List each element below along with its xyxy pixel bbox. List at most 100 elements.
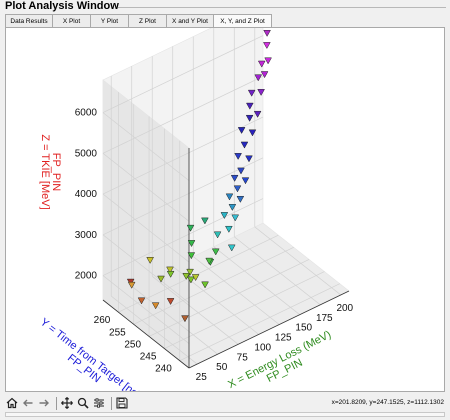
tab-data-results[interactable]: Data Results — [5, 14, 53, 27]
z-gridline — [102, 76, 264, 154]
y-gridline — [133, 246, 294, 325]
data-point — [127, 281, 136, 289]
data-point — [151, 302, 160, 310]
z-tick-label: 5000 — [75, 148, 98, 159]
data-point — [205, 257, 214, 265]
data-point — [263, 42, 271, 50]
x-tick-label: 50 — [216, 362, 228, 373]
tab-x-and-y-plot[interactable]: X and Y Plot — [166, 14, 214, 27]
y-gridline — [148, 259, 310, 337]
data-point — [264, 57, 272, 65]
data-point — [231, 214, 240, 222]
data-point — [225, 193, 234, 201]
x-tick-label: 175 — [316, 313, 333, 324]
data-point — [237, 127, 246, 135]
zoom-button[interactable] — [76, 396, 90, 411]
configure-icon — [94, 398, 104, 408]
z-gridline — [102, 234, 190, 304]
y-tick-label: 250 — [124, 339, 141, 350]
data-point — [191, 274, 200, 282]
data-point — [240, 141, 249, 149]
pan-button[interactable] — [60, 396, 74, 411]
toolbar-separator — [56, 396, 57, 410]
z-gridline — [102, 157, 264, 236]
window-title: Plot Analysis Window — [5, 0, 119, 12]
toolbar-separator — [111, 396, 112, 410]
x-gridline — [213, 246, 300, 315]
data-point — [187, 276, 195, 284]
save-icon — [116, 397, 128, 409]
forward-button[interactable] — [37, 396, 51, 411]
data-point — [137, 297, 146, 305]
data-point — [220, 212, 229, 220]
navigation-toolbar — [5, 394, 131, 412]
z-tick-label: 6000 — [75, 108, 98, 119]
data-point — [247, 89, 256, 97]
data-point — [166, 270, 175, 278]
data-point — [225, 225, 233, 233]
status-strip — [5, 412, 445, 417]
data-point — [241, 177, 250, 185]
data-point — [186, 224, 195, 232]
plot-panel: 25 50 75 100 125 150 175 200 240 245 250 255 260 2000… — [5, 27, 445, 392]
pan-icon — [61, 397, 73, 409]
tab-y-plot[interactable]: Y Plot — [90, 14, 129, 27]
scatter-3d-plot[interactable]: 2550751001251501752002402452502552602000… — [6, 28, 445, 392]
data-point — [186, 268, 194, 276]
data-point — [201, 217, 209, 225]
data-point — [253, 110, 262, 118]
x-gridline — [152, 276, 239, 345]
z-gridline — [102, 112, 190, 181]
data-point — [236, 195, 245, 203]
x-gridline — [131, 285, 218, 355]
tab-x-plot[interactable]: X Plot — [52, 14, 91, 27]
x-gridline — [254, 226, 342, 296]
data-point — [157, 275, 165, 283]
forward-arrow-icon — [39, 399, 49, 407]
data-point — [234, 153, 242, 160]
cursor-coordinates: x=201.8209, y=247.1525, z=1112.1302 — [331, 399, 444, 406]
x-tick-label: 150 — [295, 323, 312, 334]
data-point — [211, 248, 220, 256]
data-point — [254, 74, 263, 82]
z-tick-label: 2000 — [75, 271, 98, 282]
configure-button[interactable] — [92, 396, 106, 411]
data-point — [228, 204, 237, 211]
x-gridline — [110, 295, 198, 365]
y-tick-label: 240 — [155, 364, 172, 375]
data-point — [166, 266, 174, 274]
save-button[interactable] — [115, 396, 129, 411]
z-gridline — [102, 193, 190, 263]
z-gridline — [102, 153, 190, 222]
home-button[interactable] — [5, 396, 19, 411]
home-icon — [6, 397, 18, 409]
z-axis-title: Z = TKIE [MeV] — [39, 134, 51, 209]
z-tick-label: 3000 — [75, 230, 98, 241]
x-tick-label: 75 — [237, 352, 249, 363]
x-gridline — [234, 236, 321, 306]
data-point — [201, 281, 209, 289]
z-gridline — [102, 116, 264, 195]
x-gridline — [193, 256, 280, 325]
tab-xyz-plot[interactable]: X, Y, and Z Plot — [213, 14, 272, 28]
y-gridline — [179, 283, 340, 362]
y-gridline — [164, 271, 325, 349]
back-button[interactable] — [21, 396, 35, 411]
x-tick-label: 200 — [336, 303, 353, 314]
title-divider — [118, 7, 446, 8]
data-point — [187, 252, 196, 260]
data-point — [260, 71, 269, 79]
x-tick-label: 25 — [196, 372, 208, 383]
y-tick-label: 245 — [140, 352, 157, 363]
data-point — [187, 240, 196, 248]
data-point — [233, 185, 242, 193]
z-tick-label: 4000 — [75, 189, 98, 200]
data-point — [213, 231, 222, 239]
data-point — [248, 129, 257, 137]
z-gridline — [102, 198, 264, 276]
data-point — [166, 298, 175, 306]
x-tick-label: 125 — [275, 333, 292, 344]
data-point — [227, 244, 236, 252]
back-arrow-icon — [23, 399, 33, 407]
tab-z-plot[interactable]: Z Plot — [128, 14, 167, 27]
